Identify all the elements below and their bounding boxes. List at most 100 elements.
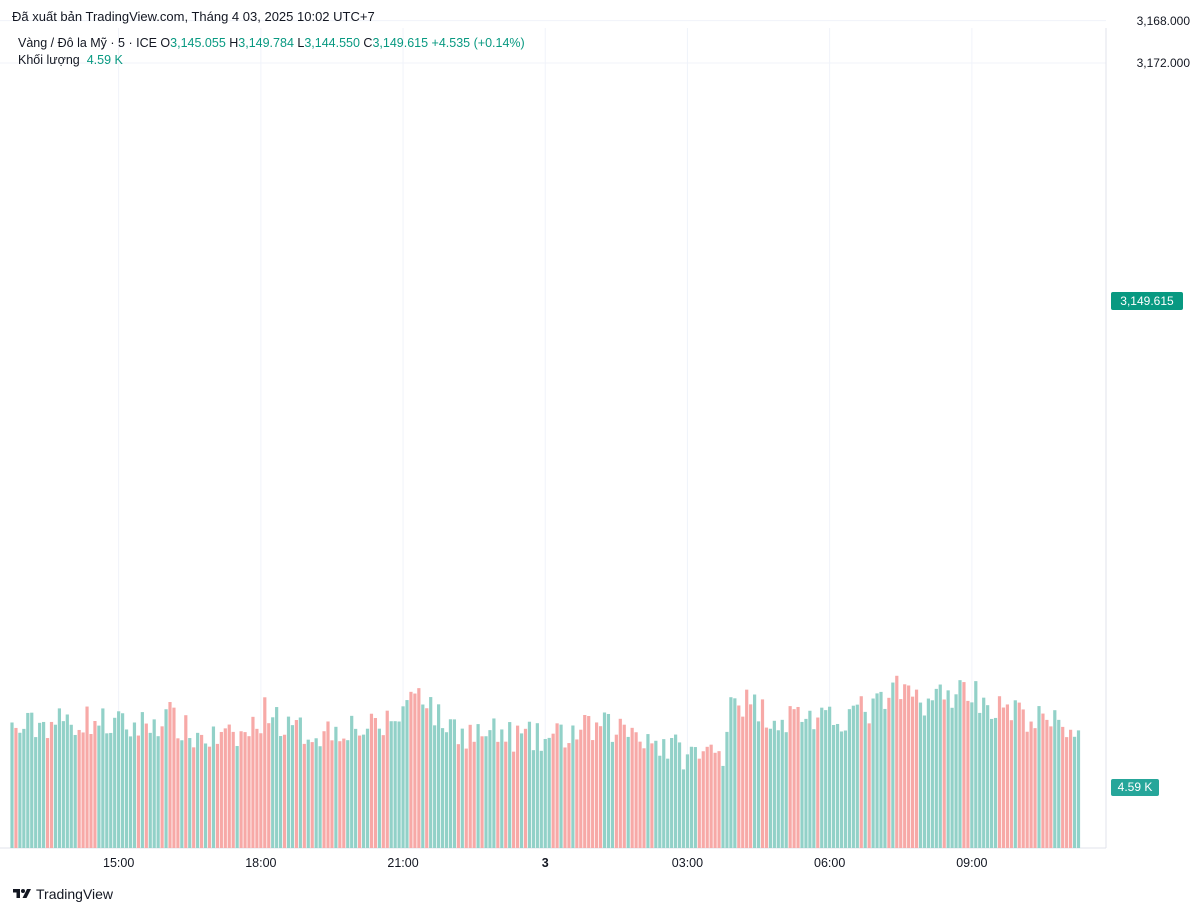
volume-bar bbox=[271, 717, 275, 848]
volume-bar bbox=[401, 706, 405, 848]
volume-bar bbox=[377, 728, 381, 848]
volume-bar bbox=[389, 721, 393, 848]
volume-bar bbox=[53, 724, 58, 848]
volume-bar bbox=[81, 732, 85, 848]
volume-bar bbox=[871, 698, 875, 848]
volume-bar bbox=[993, 717, 998, 848]
volume-bar bbox=[429, 697, 433, 848]
volume-bar bbox=[69, 724, 73, 848]
volume-bar bbox=[263, 697, 267, 848]
volume-bar bbox=[997, 696, 1002, 848]
volume-bar bbox=[907, 685, 911, 848]
volume-bar bbox=[500, 729, 504, 848]
volume-bar bbox=[89, 733, 93, 848]
volume-bar bbox=[1053, 710, 1057, 848]
volume-bar bbox=[725, 731, 729, 848]
volume-bar bbox=[591, 740, 595, 848]
volume-bar bbox=[128, 736, 133, 848]
close-value: 3,149.615 bbox=[372, 36, 429, 50]
volume-bar bbox=[290, 725, 295, 848]
volume-bar bbox=[1072, 736, 1077, 848]
volume-bar bbox=[1045, 719, 1049, 848]
volume-bar bbox=[93, 720, 97, 848]
low-label: L bbox=[297, 36, 305, 50]
volume-bar bbox=[547, 737, 551, 848]
volume-bar bbox=[322, 731, 326, 848]
volume-bar bbox=[306, 739, 310, 848]
volume-bar bbox=[109, 732, 113, 848]
volume-bar bbox=[685, 754, 690, 848]
volume-bar bbox=[1029, 721, 1033, 848]
volume-bar bbox=[18, 732, 22, 848]
volume-bar bbox=[891, 682, 895, 848]
volume-bar bbox=[1049, 726, 1053, 848]
volume-bar bbox=[1025, 731, 1029, 848]
volume-label[interactable]: Khối lượng bbox=[18, 53, 80, 67]
volume-bar bbox=[504, 741, 508, 848]
volume-bar bbox=[709, 744, 713, 848]
change-value: +4.535 (+0.14%) bbox=[431, 36, 525, 50]
volume-bar bbox=[835, 723, 840, 848]
volume-bar bbox=[1037, 706, 1041, 848]
volume-bar bbox=[480, 736, 484, 848]
volume-bar bbox=[622, 724, 626, 848]
volume-bar bbox=[859, 696, 863, 848]
tradingview-brand[interactable]: TradingView bbox=[12, 886, 113, 902]
volume-bar bbox=[180, 740, 184, 848]
volume-bar bbox=[756, 721, 761, 848]
volume-bar bbox=[484, 736, 488, 848]
volume-bar bbox=[243, 732, 247, 848]
volume-bar bbox=[867, 723, 871, 848]
volume-bar bbox=[563, 747, 567, 848]
volume-bar bbox=[527, 721, 532, 848]
volume-legend: Khối lượng 4.59 K bbox=[18, 53, 123, 67]
symbol-label[interactable]: Vàng / Đô la Mỹ · 5 · ICE bbox=[18, 36, 157, 50]
volume-bar bbox=[749, 704, 753, 848]
volume-bar bbox=[986, 705, 990, 848]
volume-bar bbox=[338, 741, 342, 848]
volume-bar bbox=[365, 728, 370, 848]
x-tick-label: 21:00 bbox=[387, 856, 419, 870]
volume-bar bbox=[14, 727, 18, 848]
volume-bar bbox=[468, 724, 472, 848]
volume-bar bbox=[598, 726, 603, 848]
volume-bar bbox=[717, 751, 721, 848]
volume-bar bbox=[188, 738, 192, 848]
volume-bar bbox=[713, 752, 717, 848]
volume-bar bbox=[519, 733, 524, 848]
high-label: H bbox=[229, 36, 239, 50]
volume-bar bbox=[606, 713, 611, 848]
volume-bar bbox=[286, 716, 291, 848]
volume-bar bbox=[610, 741, 614, 848]
volume-bar bbox=[851, 705, 855, 848]
volume-bar bbox=[77, 729, 81, 848]
volume-bar bbox=[638, 741, 642, 848]
volume-bar bbox=[903, 684, 907, 848]
volume-bar bbox=[492, 718, 496, 848]
volume-bar bbox=[393, 721, 397, 848]
volume-bar bbox=[796, 706, 800, 848]
volume-bar bbox=[650, 743, 654, 848]
volume-bar bbox=[168, 702, 172, 848]
volume-bar bbox=[350, 715, 354, 848]
volume-bar bbox=[689, 746, 693, 848]
volume-bar bbox=[413, 693, 417, 848]
volume-bar bbox=[421, 704, 425, 848]
volume-bar bbox=[654, 740, 658, 848]
volume-bar bbox=[914, 689, 919, 848]
y-tick-label: 3,168.000 bbox=[1136, 13, 1190, 28]
volume-bar bbox=[346, 740, 350, 848]
y-tick-label: 3,172.000 bbox=[1136, 56, 1190, 70]
volume-bar bbox=[405, 700, 409, 848]
volume-bar bbox=[196, 732, 200, 848]
volume-bar bbox=[666, 758, 670, 848]
volume-bar bbox=[1069, 729, 1073, 848]
volume-bar bbox=[223, 728, 227, 848]
volume-bar bbox=[780, 719, 784, 848]
volume-bar bbox=[543, 739, 547, 848]
volume-bar bbox=[567, 743, 571, 848]
volume-bar bbox=[385, 710, 389, 848]
volume-bar bbox=[950, 707, 954, 848]
volume-bar bbox=[381, 735, 385, 848]
